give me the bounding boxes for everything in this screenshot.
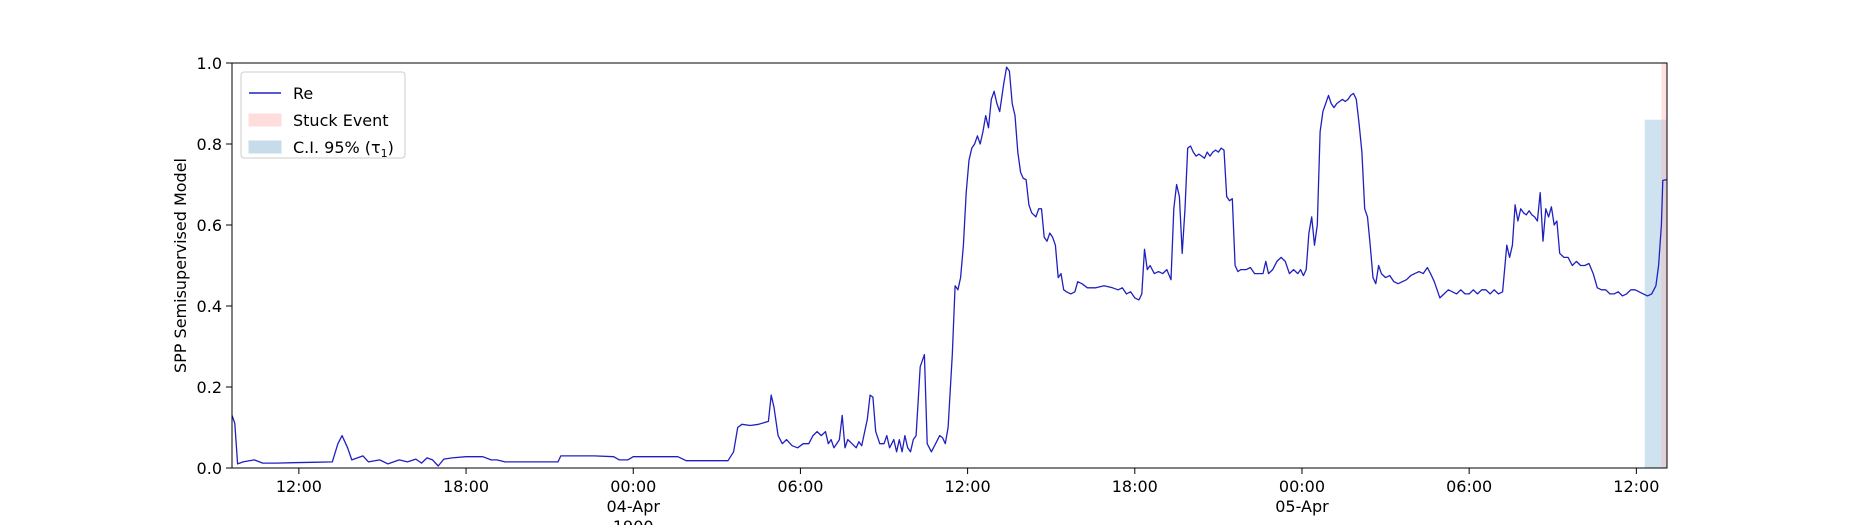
legend-entry-label: Stuck Event — [293, 111, 389, 130]
legend-box — [240, 71, 406, 159]
legend-entry-label: C.I. 95% (τ1) — [293, 138, 394, 160]
x-tick-label: 18:00 — [1112, 477, 1158, 496]
x-tick-label: 00:00 — [610, 477, 656, 496]
legend-entry-label: Re — [293, 84, 313, 103]
shaded-spans — [1644, 63, 1667, 468]
x-tick-year-label: 1900 — [613, 517, 654, 525]
legend-swatch-patch — [248, 113, 282, 127]
span-stuck-event — [1661, 63, 1667, 468]
x-tick-label: 18:00 — [443, 477, 489, 496]
x-tick-date-label: 04-Apr — [607, 497, 661, 516]
series-lines — [231, 66, 1668, 467]
y-tick-label: 1.0 — [197, 54, 222, 73]
x-tick-label: 06:00 — [1446, 477, 1492, 496]
y-tick-label: 0.4 — [197, 297, 222, 316]
x-tick-label: 12:00 — [276, 477, 322, 496]
legend: Re Stuck Event C.I. 95% (τ1) — [240, 71, 406, 160]
y-axis: 0.0 0.2 0.4 0.6 0.8 1.0 — [197, 54, 232, 478]
y-tick-label: 0.6 — [197, 216, 222, 235]
y-tick-label: 0.2 — [197, 378, 222, 397]
x-tick-date-label: 05-Apr — [1275, 497, 1329, 516]
x-tick-label: 06:00 — [777, 477, 823, 496]
y-tick-label: 0.0 — [197, 459, 222, 478]
legend-swatch-patch — [248, 140, 282, 154]
x-tick-label: 12:00 — [945, 477, 991, 496]
y-tick-label: 0.8 — [197, 135, 222, 154]
plot-frame — [231, 62, 1668, 469]
series-line-re — [231, 66, 1668, 467]
x-tick-label: 12:00 — [1613, 477, 1659, 496]
y-axis-label: SPP Semisupervised Model — [171, 158, 190, 373]
x-tick-label: 00:00 — [1279, 477, 1325, 496]
